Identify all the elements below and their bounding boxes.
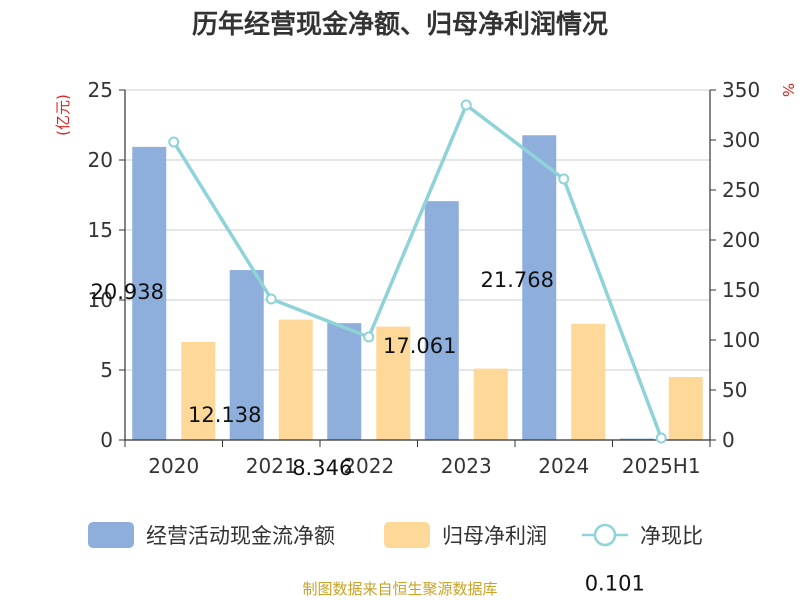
- legend-marker: [593, 523, 617, 547]
- line-point-2020: [168, 136, 180, 148]
- left-tick-label: 0: [100, 428, 113, 452]
- legend: 经营活动现金流净额 归母净利润 净现比: [88, 522, 703, 548]
- x-tick-label: 2023: [441, 454, 492, 478]
- x-tick-label: 2020: [148, 454, 199, 478]
- chart-title: 历年经营现金净额、归母净利润情况: [192, 9, 608, 40]
- bar-0-2024: [522, 135, 557, 441]
- bar-1-2025H1: [668, 377, 703, 440]
- x-tick-label: 2025H1: [622, 454, 701, 478]
- line-point-2024: [558, 173, 570, 185]
- bar-1-2020: [181, 342, 216, 440]
- line-point-2022: [363, 331, 375, 343]
- legend-swatch: [88, 522, 134, 548]
- x-tick-label: 2022: [343, 454, 394, 478]
- x-tick-label: 2021: [246, 454, 297, 478]
- source-note: 制图数据来自恒生聚源数据库: [302, 580, 497, 598]
- grid-lines: [125, 89, 710, 371]
- right-tick-label: 50: [722, 378, 747, 402]
- right-tick-label: 300: [722, 128, 760, 152]
- data-label: 8.346: [292, 456, 352, 480]
- bar-1-2022: [376, 326, 411, 440]
- bar-0-2022: [327, 323, 362, 440]
- bar-0-2023: [424, 201, 459, 440]
- line-point-2025H1: [655, 432, 667, 444]
- line-point-2021: [265, 293, 277, 305]
- right-tick-label: 200: [722, 228, 760, 252]
- data-label: 0.101: [585, 572, 645, 596]
- right-tick-label: 250: [722, 178, 760, 202]
- bar-1-2021: [278, 319, 313, 440]
- bar-1-2023: [473, 368, 508, 440]
- right-tick-label: 150: [722, 278, 760, 302]
- legend-swatch: [384, 522, 430, 548]
- right-tick-label: 0: [722, 428, 735, 452]
- bar-series: [132, 135, 703, 441]
- right-tick-label: 350: [722, 78, 760, 102]
- left-tick-label: 15: [88, 218, 113, 242]
- bar-0-2021: [229, 270, 264, 440]
- line-path: [172, 103, 663, 439]
- x-tick-label: 2024: [538, 454, 589, 478]
- data-label: 12.138: [188, 403, 261, 427]
- bar-1-2024: [571, 323, 606, 440]
- left-tick-label: 10: [88, 288, 113, 312]
- bar-0-2025H1: [619, 438, 654, 440]
- bar-0-2020: [132, 146, 167, 441]
- right-axis-unit: %: [779, 83, 797, 97]
- data-label: 20.938: [91, 280, 164, 304]
- left-axis-unit: (亿元): [54, 94, 72, 136]
- data-label: 17.061: [383, 334, 456, 358]
- legend-label: 归母净利润: [442, 524, 547, 548]
- left-tick-label: 5: [100, 358, 113, 382]
- legend-label: 经营活动现金流净额: [146, 524, 335, 548]
- legend-label: 净现比: [640, 524, 703, 548]
- left-tick-label: 20: [88, 148, 113, 172]
- line-point-2023: [460, 99, 472, 111]
- left-tick-label: 25: [88, 78, 113, 102]
- data-label: 21.768: [481, 268, 554, 292]
- line-series: [168, 99, 667, 444]
- right-tick-label: 100: [722, 328, 760, 352]
- data-labels: 20.938 12.138 8.346 17.061 21.768 0.101: [91, 268, 645, 595]
